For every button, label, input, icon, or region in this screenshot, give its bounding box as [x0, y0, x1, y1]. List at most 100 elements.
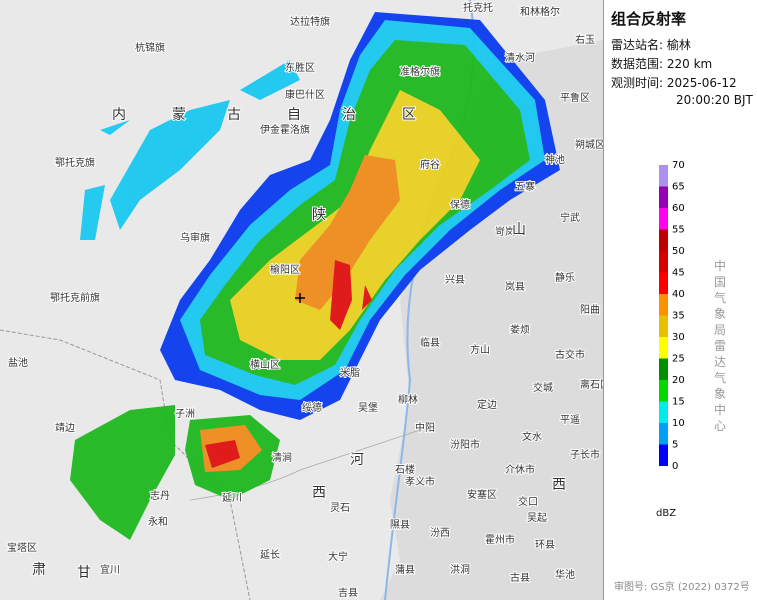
legend-swatch — [659, 358, 668, 380]
place-label: 子洲 — [175, 408, 195, 420]
legend-swatch — [659, 251, 668, 273]
legend-swatch — [659, 294, 668, 316]
place-label: 中阳 — [415, 421, 435, 434]
place-label: 文水 — [522, 430, 542, 443]
place-label: 榆阳区 — [270, 263, 300, 276]
place-label: 汾阳市 — [450, 438, 480, 451]
place-label: 介休市 — [505, 463, 535, 476]
place-label: 吉县 — [338, 587, 358, 599]
legend-swatch — [659, 337, 668, 359]
place-label: 方山 — [470, 343, 490, 356]
place-label: 洪洞 — [450, 564, 470, 576]
place-label: 霍州市 — [485, 533, 515, 546]
place-label: 宁武 — [560, 211, 580, 224]
org-name: 中国气象局雷达气象中心 — [714, 259, 727, 433]
place-label: 达拉特旗 — [290, 15, 330, 28]
place-label: 鄂托克前旗 — [50, 291, 100, 304]
place-label: 石楼 — [395, 463, 415, 476]
place-label: 蒙 — [172, 107, 188, 123]
place-label: 灵石 — [330, 502, 350, 514]
place-label: 宜川 — [100, 563, 120, 576]
place-label: 清涧 — [272, 451, 292, 464]
echo-red — [330, 260, 372, 330]
legend-tick-label: 45 — [672, 268, 685, 279]
echo-cyan — [80, 60, 300, 240]
legend-swatch — [659, 380, 668, 402]
echo-green — [70, 405, 175, 540]
place-label: 河 — [350, 452, 366, 468]
info-label: 雷达站名: — [611, 38, 664, 52]
place-label: 古交市 — [555, 348, 585, 361]
place-label: 平鲁区 — [560, 91, 590, 104]
legend-swatch — [659, 272, 668, 294]
info-label: 观测时间: — [611, 76, 664, 90]
place-label: 平遥 — [560, 413, 580, 426]
place-label: 交城 — [533, 381, 553, 394]
place-label: 清水河 — [505, 51, 535, 64]
place-label: 右玉 — [575, 33, 595, 46]
info-panel: 组合反射率 雷达站名: 榆林 数据范围: 220 km 观测时间: 2025-0… — [603, 0, 757, 600]
place-label: 西 — [552, 477, 568, 493]
place-label: 兴县 — [445, 274, 465, 286]
place-label: 自 — [287, 107, 303, 123]
legend-tick-label: 55 — [672, 225, 685, 236]
legend-swatch — [659, 401, 668, 423]
place-label: 乌审旗 — [180, 231, 210, 244]
info-label: 数据范围: — [611, 57, 664, 71]
place-label: 托克托 — [463, 1, 493, 14]
place-label: 保德 — [450, 198, 470, 211]
place-label: 靖边 — [55, 421, 75, 434]
place-label: 安塞区 — [467, 488, 497, 501]
legend-tick-label: 5 — [672, 440, 678, 451]
place-label: 肃 — [32, 562, 48, 578]
place-label: 治 — [342, 107, 358, 123]
place-label: 府谷 — [420, 158, 440, 171]
place-label: 东胜区 — [285, 61, 315, 74]
place-label: 横山区 — [250, 358, 280, 371]
place-label: 岢岚 — [495, 226, 515, 238]
legend-swatch — [659, 229, 668, 251]
place-label: 阳曲 — [580, 304, 600, 316]
place-label: 区 — [402, 107, 418, 123]
legend-tick-label: 40 — [672, 289, 685, 300]
place-label: 娄烦 — [510, 323, 530, 336]
place-label: 志丹 — [150, 489, 170, 502]
radar-site — [295, 293, 305, 303]
place-label: 内 — [112, 107, 128, 123]
info-row: 数据范围: 220 km — [611, 56, 757, 73]
legend-tick-label: 15 — [672, 397, 685, 408]
place-label: 华池 — [555, 568, 575, 581]
footer: 审图号: GS京 (2022) 0372号 — [614, 582, 750, 593]
place-label: 盐池 — [8, 356, 28, 369]
place-label: 临县 — [420, 336, 440, 349]
place-label: 岚县 — [505, 281, 525, 293]
panel-title: 组合反射率 — [611, 10, 687, 28]
place-label: 陕 — [312, 207, 328, 223]
legend-swatch — [659, 208, 668, 230]
legend-tick-label: 70 — [672, 160, 685, 171]
legend-swatch — [659, 165, 668, 187]
place-label: 大宁 — [328, 550, 348, 563]
info-value: 榆林 — [666, 38, 691, 52]
info-row: 雷达站名: 榆林 — [611, 37, 757, 54]
legend-tick-label: 35 — [672, 311, 685, 322]
legend-tick-label: 60 — [672, 203, 685, 214]
place-label: 神池 — [545, 153, 565, 166]
legend-tick-label: 30 — [672, 332, 685, 343]
place-label: 山 — [512, 222, 528, 238]
place-label: 蒲县 — [395, 563, 415, 576]
info-value: 220 km — [666, 57, 713, 71]
place-label: 永和 — [148, 515, 168, 528]
legend-tick-label: 50 — [672, 246, 685, 257]
place-label: 吴堡 — [358, 401, 378, 414]
place-label: 隰县 — [390, 519, 410, 531]
place-label: 米脂 — [340, 366, 360, 379]
place-label: 环县 — [535, 539, 555, 551]
place-label: 离石区 — [580, 378, 603, 391]
place-label: 和林格尔 — [520, 5, 560, 18]
legend-swatch — [659, 315, 668, 337]
echo — [70, 12, 560, 540]
